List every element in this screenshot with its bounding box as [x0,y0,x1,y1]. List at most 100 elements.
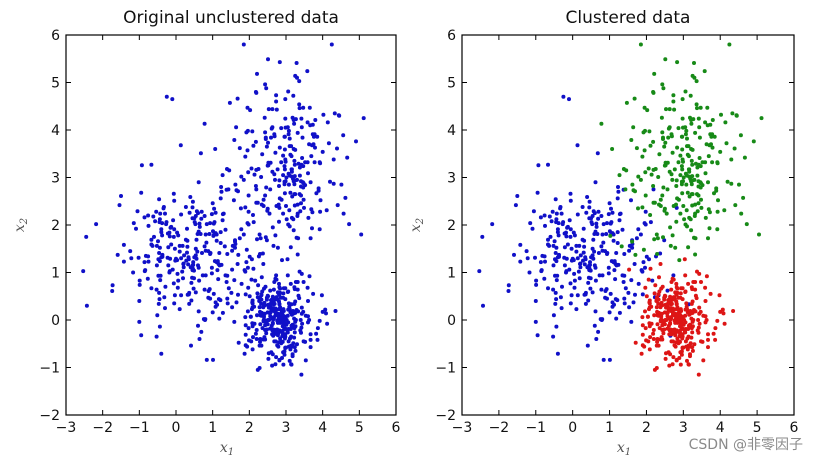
data-point [139,333,144,338]
x-tick-label: 5 [753,420,762,436]
data-point [553,197,558,202]
data-point [622,296,627,301]
data-point [674,205,679,210]
data-point [159,255,164,260]
data-point [647,347,652,352]
data-point [277,184,281,188]
data-point [261,197,266,202]
data-point [679,134,684,139]
data-point [655,322,660,327]
data-point [207,287,212,292]
data-point [546,237,550,242]
data-point [193,290,198,295]
data-point [588,286,593,291]
data-point [281,153,286,158]
data-point [627,305,632,310]
data-point [249,257,254,262]
data-point [236,252,241,257]
data-point [283,97,288,102]
data-point [686,362,691,367]
data-point [690,192,695,197]
data-point [594,337,599,341]
data-point [318,161,323,166]
data-point [670,362,675,367]
data-point [213,210,218,215]
data-point [301,280,306,284]
data-point [548,234,553,239]
data-point [277,358,282,363]
data-point [137,319,142,324]
data-point [641,130,646,135]
data-point [299,125,304,130]
data-point [583,255,588,260]
x-axis-label-subscript: 1 [625,447,631,458]
data-point [681,327,686,331]
data-point [291,93,296,98]
data-point [308,332,313,337]
data-point [697,311,702,316]
data-point [359,232,364,237]
data-point [341,133,346,138]
data-point [686,327,691,331]
data-point [297,79,302,84]
data-point [225,273,230,278]
data-point [631,125,636,130]
data-point [690,147,695,152]
data-point [287,136,292,141]
data-point [303,160,308,165]
data-point [268,326,273,331]
data-point [599,318,604,322]
data-point [285,273,290,278]
data-point [251,213,255,217]
data-point [277,60,282,65]
data-point [185,244,190,249]
data-point [679,286,684,291]
data-point [167,234,172,239]
data-point [716,198,720,203]
data-point [284,175,289,180]
data-point [283,116,288,121]
data-point [518,242,523,247]
data-point [668,294,673,299]
data-point [282,321,287,326]
data-point [156,239,160,244]
data-point [190,205,195,210]
data-point [676,126,681,131]
data-point [195,232,200,236]
data-point [655,252,660,256]
data-point [663,356,668,361]
data-point [181,265,186,270]
data-point [593,180,598,185]
data-point [515,194,520,198]
data-point [689,158,694,163]
data-point [585,343,590,348]
data-point [246,222,251,227]
data-point [661,86,666,91]
data-point [252,321,257,326]
data-point [263,130,268,135]
data-point [599,121,604,126]
data-point [632,96,637,101]
data-point [171,281,176,286]
data-point [561,94,566,99]
data-point [723,120,728,125]
x-tick-label: 4 [318,420,327,436]
data-point [243,343,248,348]
data-point [648,266,653,271]
data-point [156,301,161,306]
data-point [249,277,254,282]
data-point [307,142,312,147]
data-point [295,252,300,257]
data-point [219,189,224,194]
data-point [282,191,287,196]
data-point [150,243,155,248]
data-point [136,255,141,260]
data-point [674,316,678,321]
data-point [729,181,734,186]
data-point [191,262,196,267]
data-point [645,314,650,319]
data-point [547,243,552,248]
data-point [693,202,698,207]
data-point [643,285,648,290]
